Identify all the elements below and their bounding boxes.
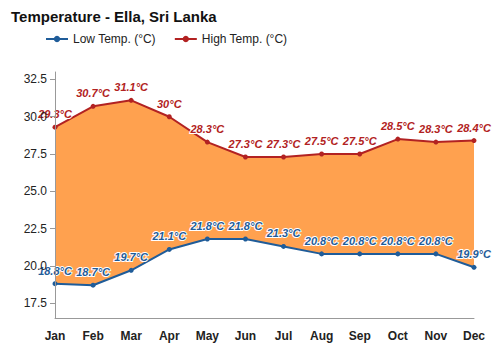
svg-text:31.1°C: 31.1°C: [114, 81, 149, 93]
svg-text:Jun: Jun: [235, 329, 256, 343]
svg-text:28.3°C: 28.3°C: [418, 123, 454, 135]
svg-text:22.5: 22.5: [24, 222, 48, 236]
svg-text:Sep: Sep: [349, 329, 371, 343]
svg-text:18.7°C: 18.7°C: [76, 266, 111, 278]
svg-text:28.4°C: 28.4°C: [456, 122, 492, 134]
svg-text:27.5: 27.5: [24, 147, 48, 161]
svg-text:30°C: 30°C: [157, 98, 183, 110]
svg-text:20.8°C: 20.8°C: [304, 235, 340, 247]
svg-text:May: May: [196, 329, 220, 343]
svg-text:Oct: Oct: [388, 329, 408, 343]
svg-text:20.8°C: 20.8°C: [342, 235, 378, 247]
svg-text:17.5: 17.5: [24, 296, 48, 310]
svg-text:27.3°C: 27.3°C: [266, 138, 302, 150]
svg-text:28.3°C: 28.3°C: [189, 123, 225, 135]
svg-text:21.8°C: 21.8°C: [228, 220, 264, 232]
svg-text:27.3°C: 27.3°C: [228, 138, 264, 150]
svg-text:Jul: Jul: [275, 329, 292, 343]
svg-text:21.1°C: 21.1°C: [151, 230, 187, 242]
svg-text:27.5°C: 27.5°C: [342, 135, 378, 147]
svg-text:30.7°C: 30.7°C: [76, 87, 111, 99]
svg-text:Apr: Apr: [159, 329, 180, 343]
svg-text:28.5°C: 28.5°C: [380, 120, 416, 132]
svg-text:20.8°C: 20.8°C: [380, 235, 416, 247]
svg-text:19.7°C: 19.7°C: [114, 251, 149, 263]
svg-text:Nov: Nov: [425, 329, 448, 343]
svg-text:27.5°C: 27.5°C: [304, 135, 340, 147]
svg-text:20.0: 20.0: [24, 259, 48, 273]
svg-text:25.0: 25.0: [24, 184, 48, 198]
svg-text:Mar: Mar: [121, 329, 143, 343]
svg-text:21.8°C: 21.8°C: [189, 220, 225, 232]
svg-text:21.3°C: 21.3°C: [266, 227, 302, 239]
svg-text:High Temp. (°C): High Temp. (°C): [202, 32, 287, 46]
svg-text:32.5: 32.5: [24, 72, 48, 86]
svg-text:Dec: Dec: [463, 329, 485, 343]
svg-text:Jan: Jan: [45, 329, 66, 343]
svg-text:Low Temp. (°C): Low Temp. (°C): [73, 32, 156, 46]
svg-text:20.8°C: 20.8°C: [418, 235, 454, 247]
svg-text:Temperature - Ella, Sri Lanka: Temperature - Ella, Sri Lanka: [11, 8, 217, 25]
svg-text:19.9°C: 19.9°C: [457, 248, 492, 260]
svg-text:Aug: Aug: [310, 329, 333, 343]
svg-text:30.0: 30.0: [24, 110, 48, 124]
svg-text:Feb: Feb: [82, 329, 103, 343]
